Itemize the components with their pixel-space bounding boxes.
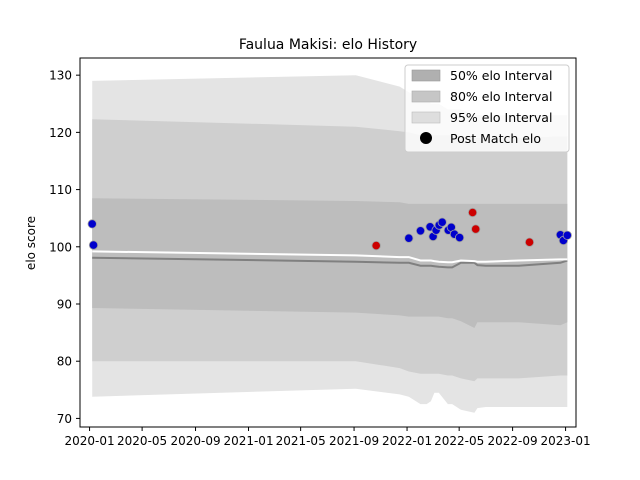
y-axis-title: elo score <box>24 216 38 270</box>
post-match-point-14 <box>454 233 465 243</box>
plot-area: 70 80 90 100 110 120 130 2020-01 2020-05 2020-09… <box>49 57 591 448</box>
post-match-point-17 <box>524 237 535 247</box>
y-tick-label-110: 110 <box>49 183 72 197</box>
post-match-point-5 <box>415 226 426 236</box>
legend-box <box>404 64 570 153</box>
legend-label-post-match: Post Match elo <box>450 131 541 146</box>
median-elo-line <box>92 250 568 264</box>
chart-title: Faulua Makisi: elo History <box>239 37 417 53</box>
y-tick-label-100: 100 <box>49 240 72 254</box>
post-match-point-15 <box>467 207 478 218</box>
x-tick-label-2020-01: 2020-01 <box>64 434 114 448</box>
legend-label-80: 80% elo Interval <box>450 89 552 104</box>
elo-lines <box>92 250 568 269</box>
x-tick-label-2021-01: 2021-01 <box>223 434 273 448</box>
post-match-points <box>87 207 572 251</box>
post-match-point-16 <box>471 224 481 234</box>
legend-label-50: 50% elo Interval <box>450 68 552 83</box>
y-tick-label-90: 90 <box>57 298 72 312</box>
x-tick-label-2021-09: 2021-09 <box>329 434 379 448</box>
x-tick-label-2020-05: 2020-05 <box>117 434 167 448</box>
legend-swatch-95 <box>411 111 441 124</box>
x-tick-label-2021-05: 2021-05 <box>276 434 326 448</box>
band-50-interval <box>92 198 568 328</box>
x-tick-label-2020-09: 2020-09 <box>170 434 220 448</box>
legend-label-95: 95% elo Interval <box>450 110 552 125</box>
post-match-point-2 <box>88 240 99 250</box>
x-tick-label-2023-01: 2023-01 <box>541 434 591 448</box>
mean-elo-line <box>92 256 568 269</box>
post-match-point-1 <box>87 219 97 229</box>
x-tick-label-2022-09: 2022-09 <box>488 434 538 448</box>
post-match-point-4 <box>404 233 414 243</box>
post-match-point-3 <box>371 241 381 251</box>
legend-swatch-50 <box>411 69 441 82</box>
legend: 50% elo Interval 80% elo Interval 95% el… <box>404 64 570 153</box>
legend-marker-post-match <box>420 132 432 144</box>
y-tick-label-120: 120 <box>49 126 72 140</box>
y-tick-label-70: 70 <box>57 412 72 426</box>
post-match-point-20 <box>562 230 572 240</box>
y-tick-label-80: 80 <box>57 355 72 369</box>
interval-bands <box>92 75 568 413</box>
y-tick-label-130: 130 <box>49 69 72 83</box>
post-match-point-10 <box>437 217 447 227</box>
x-tick-label-2022-05: 2022-05 <box>434 434 484 448</box>
axes-frame <box>79 57 577 428</box>
y-axis-ticks: 70 80 90 100 110 120 130 <box>49 69 80 426</box>
x-axis-ticks: 2020-01 2020-05 2020-09 2021-01 2021-05 2021-… <box>64 427 591 448</box>
legend-swatch-80 <box>411 90 441 103</box>
x-tick-label-2022-01: 2022-01 <box>382 434 432 448</box>
